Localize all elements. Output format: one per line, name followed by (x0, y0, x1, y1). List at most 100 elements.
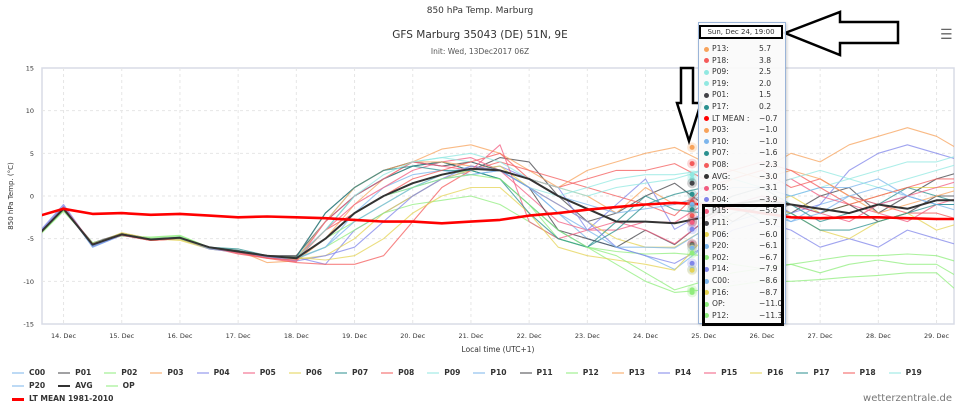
legend-line-icon (105, 385, 118, 387)
series-dot-icon (704, 290, 709, 296)
series-dot-icon (704, 301, 709, 307)
tooltip-value: −11.0 (759, 299, 783, 309)
legend-item[interactable]: P20 (12, 381, 45, 390)
legend-item[interactable]: P07 (334, 368, 368, 377)
tooltip-row: P06: −6.0 (704, 229, 784, 241)
legend-label: P15 (721, 368, 738, 377)
legend-item[interactable]: P14 (657, 368, 691, 377)
legend-item[interactable]: P17 (796, 368, 830, 377)
tooltip-row: P05: −3.1 (704, 182, 784, 194)
legend-item[interactable]: C00 (12, 368, 45, 377)
tooltip-series-name: P09: (712, 67, 729, 77)
tooltip-series-name: LT MEAN : (712, 113, 750, 123)
tooltip-value: 5.7 (759, 44, 772, 53)
series-dot-icon (704, 69, 709, 75)
series-line-p05[interactable] (34, 157, 960, 258)
legend-item[interactable]: P05 (242, 368, 276, 377)
hover-marker (689, 172, 695, 178)
legend-label: P04 (213, 368, 230, 377)
legend-item[interactable]: P18 (842, 368, 876, 377)
legend-line-icon (12, 372, 24, 374)
hover-marker (689, 144, 695, 150)
legend-item[interactable]: P15 (704, 368, 737, 377)
x-tick-label: 15. Dec (109, 332, 134, 340)
credit-text: wetterzentrale.de (863, 393, 952, 404)
tooltip-row: P17: 0.2 (704, 101, 784, 113)
legend-item[interactable]: P08 (381, 368, 414, 377)
series-line-p07[interactable] (34, 161, 960, 259)
left-arrow-annotation (781, 10, 900, 57)
legend-label: P01 (75, 368, 92, 377)
tooltip-row: C00: −8.6 (704, 275, 784, 287)
series-dot-icon (704, 81, 709, 87)
tooltip-value: −8.6 (759, 276, 778, 285)
legend-line-icon (150, 372, 163, 374)
legend-line-icon (12, 385, 24, 387)
tooltip-value: −3.9 (759, 194, 778, 204)
x-tick-label: 22. Dec (517, 332, 542, 340)
legend-item[interactable]: P12 (565, 368, 599, 377)
legend-label: C00 (29, 368, 46, 377)
legend-item[interactable]: P19 (888, 368, 922, 377)
y-tick-label: 5 (30, 150, 34, 158)
tooltip-series-name: P19: (712, 78, 729, 88)
legend-line-icon (611, 372, 624, 374)
legend-item[interactable]: P01 (58, 368, 91, 377)
legend-item[interactable]: OP (105, 381, 135, 390)
y-tick-label: 0 (30, 193, 34, 201)
legend-line-icon (381, 372, 394, 374)
series-line-p12[interactable] (34, 195, 960, 298)
legend-item[interactable]: P16 (750, 368, 783, 377)
series-dot-icon (704, 197, 709, 203)
tooltip-row: P08: −2.3 (704, 159, 784, 171)
series-line-avg[interactable] (34, 167, 960, 260)
series-line-p16[interactable] (34, 186, 960, 271)
legend-line-icon (657, 372, 670, 374)
legend-item[interactable]: P13 (611, 368, 645, 377)
tooltip-row: OP: −11.0 (704, 298, 784, 310)
tooltip-series-name: P03: (712, 125, 729, 135)
tooltip-value: −8.7 (759, 287, 778, 297)
legend-line-icon (750, 372, 763, 374)
tooltip-row: P15: −5.6 (704, 205, 784, 217)
legend-item[interactable]: P04 (196, 368, 230, 377)
series-dot-icon (704, 185, 709, 191)
tooltip-series-name: C00: (712, 276, 730, 285)
legend-line-icon (888, 372, 901, 374)
tooltip-series-name: P20: (712, 241, 729, 251)
x-tick-label: 16. Dec (167, 332, 192, 340)
legend-item[interactable]: AVG (58, 381, 93, 390)
down-arrow-annotation (675, 66, 703, 146)
legend-line-icon (58, 385, 71, 387)
legend-label: P02 (121, 368, 138, 377)
hamburger-icon[interactable]: ☰ (940, 27, 953, 43)
legend-item[interactable]: P03 (150, 368, 184, 377)
tooltip-value: −2.3 (759, 160, 778, 169)
y-axis-label: 850 hPa Temp. (°C) (7, 162, 15, 230)
hover-marker (689, 191, 695, 197)
y-tick-label: 15 (26, 65, 34, 73)
series-line-p01[interactable] (34, 157, 960, 257)
x-tick-label: 17. Dec (226, 332, 251, 340)
tooltip-series-name: P04: (712, 194, 729, 204)
tooltip-row: P10: −1.0 (704, 136, 784, 148)
hover-marker (689, 180, 695, 186)
legend-item[interactable]: P10 (473, 368, 507, 377)
tooltip-row: P04: −3.9 (704, 194, 784, 206)
tooltip-row: LT MEAN : −0.7 (704, 113, 784, 125)
series-dot-icon (704, 232, 709, 238)
tooltip-series-name: P14: (712, 264, 729, 274)
tooltip-value: −3.0 (759, 171, 778, 181)
x-tick-label: 20. Dec (400, 332, 425, 340)
legend-item[interactable]: P02 (104, 368, 137, 377)
hover-marker (689, 245, 695, 251)
tooltip-series-name: P11: (712, 218, 729, 227)
legend-item[interactable]: LT MEAN 1981-2010 (12, 394, 113, 403)
legend-item[interactable]: P06 (288, 368, 322, 377)
legend-line-icon (842, 372, 855, 374)
series-line-lt-mean-1981-2010[interactable] (34, 201, 960, 225)
legend-item[interactable]: P09 (427, 368, 460, 377)
legend-item[interactable]: P11 (519, 368, 553, 377)
